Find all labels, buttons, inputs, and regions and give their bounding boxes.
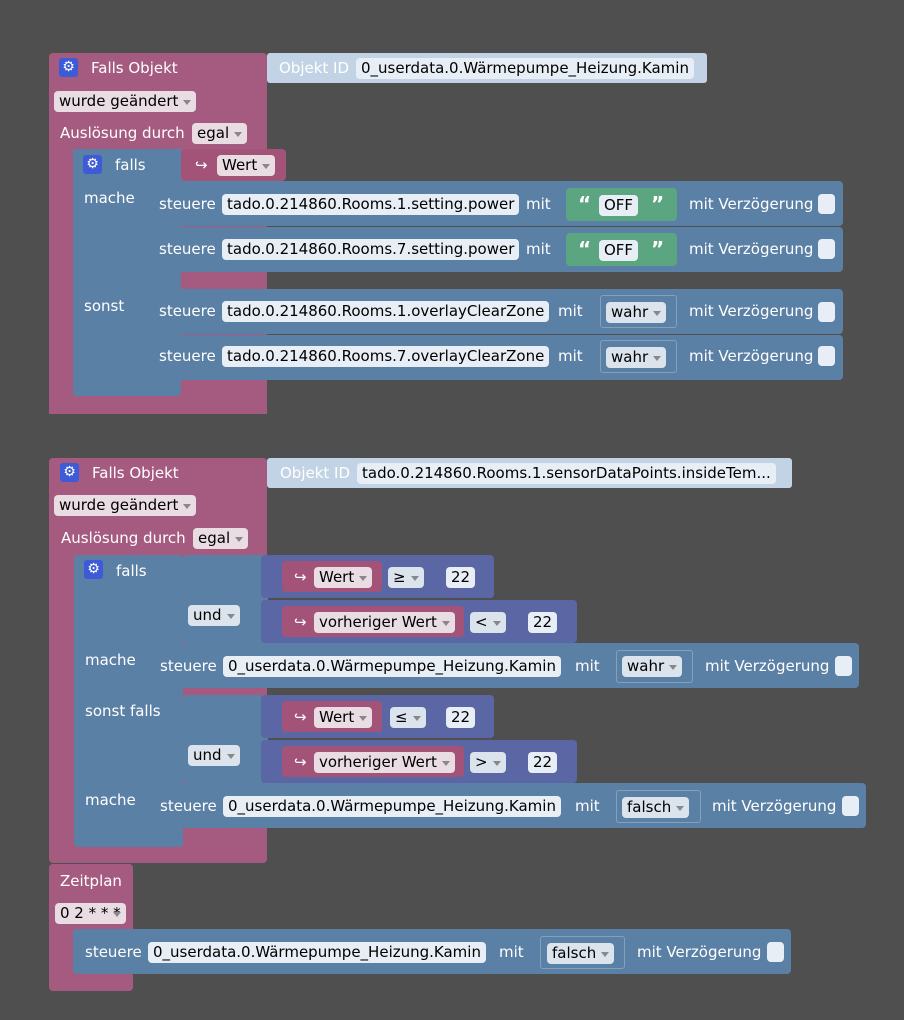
gear-icon[interactable]: ⚙ bbox=[83, 155, 102, 174]
operator-dropdown[interactable]: < bbox=[470, 612, 506, 633]
number-field[interactable]: 22 bbox=[446, 707, 476, 728]
return-arrow-icon: ↪ bbox=[294, 708, 307, 726]
delay-label: mit Verzögerung bbox=[637, 943, 762, 961]
object-id-field[interactable]: 0_userdata.0.Wärmepumpe_Heizung.Kamin bbox=[356, 58, 694, 79]
value-dropdown[interactable]: vorheriger Wert bbox=[314, 752, 455, 773]
close-quote-icon: ” bbox=[651, 192, 665, 216]
bool-dropdown[interactable]: wahr bbox=[622, 656, 683, 677]
else-label: sonst bbox=[84, 297, 125, 315]
operator-dropdown[interactable]: ≥ bbox=[388, 567, 424, 588]
control-label: steuere bbox=[160, 797, 217, 815]
number-field[interactable]: 22 bbox=[446, 567, 476, 588]
do-label: mache bbox=[85, 651, 136, 669]
schedule-title: Zeitplan bbox=[60, 872, 122, 890]
with-label: mit bbox=[575, 797, 600, 815]
return-arrow-icon: ↪ bbox=[195, 156, 208, 174]
delay-label: mit Verzögerung bbox=[705, 657, 830, 675]
trigger-dropdown[interactable]: wurde geändert bbox=[54, 91, 197, 112]
target-field[interactable]: tado.0.214860.Rooms.1.overlayClearZone bbox=[222, 301, 550, 322]
number-field[interactable]: 22 bbox=[528, 752, 558, 773]
ausloesung-label: Auslösung durch bbox=[61, 529, 186, 547]
cron-field[interactable]: 0 2 * * * bbox=[55, 903, 126, 924]
control-label: steuere bbox=[159, 302, 216, 320]
control-label: steuere bbox=[159, 195, 216, 213]
object-id-label: Objekt ID bbox=[280, 464, 351, 482]
and-dropdown[interactable]: und bbox=[188, 605, 240, 626]
operator-dropdown[interactable]: > bbox=[470, 752, 506, 773]
delay-label: mit Verzögerung bbox=[689, 302, 814, 320]
gear-icon[interactable]: ⚙ bbox=[84, 560, 103, 579]
with-label: mit bbox=[575, 657, 600, 675]
operator-dropdown[interactable]: ≤ bbox=[390, 707, 426, 728]
object-id-field[interactable]: tado.0.214860.Rooms.1.sensorDataPoints.i… bbox=[357, 463, 776, 484]
number-field[interactable]: 22 bbox=[528, 612, 558, 633]
if-label: falls bbox=[115, 156, 146, 174]
with-label: mit bbox=[558, 302, 583, 320]
control-label: steuere bbox=[159, 347, 216, 365]
delay-checkbox[interactable] bbox=[818, 346, 835, 366]
delay-label: mit Verzögerung bbox=[689, 195, 814, 213]
ausloesung-dropdown[interactable]: egal bbox=[193, 528, 249, 549]
delay-label: mit Verzögerung bbox=[689, 347, 814, 365]
value-dropdown[interactable]: Wert bbox=[217, 155, 276, 176]
return-arrow-icon: ↪ bbox=[294, 753, 307, 771]
control-label: steuere bbox=[159, 240, 216, 258]
return-arrow-icon: ↪ bbox=[294, 568, 307, 586]
object-id-label: Objekt ID bbox=[279, 59, 350, 77]
return-arrow-icon: ↪ bbox=[294, 613, 307, 631]
do-label: mache bbox=[85, 791, 136, 809]
ausloesung-dropdown[interactable]: egal bbox=[192, 123, 248, 144]
delay-checkbox[interactable] bbox=[818, 239, 835, 259]
target-field[interactable]: 0_userdata.0.Wärmepumpe_Heizung.Kamin bbox=[148, 942, 486, 963]
if-label: falls bbox=[116, 562, 147, 580]
logic-and-block[interactable] bbox=[183, 555, 268, 643]
bool-dropdown[interactable]: wahr bbox=[606, 347, 667, 368]
control-label: steuere bbox=[85, 943, 142, 961]
text-value[interactable]: OFF bbox=[599, 240, 639, 261]
do-label: mache bbox=[84, 189, 135, 207]
target-field[interactable]: tado.0.214860.Rooms.7.setting.power bbox=[222, 239, 520, 260]
text-value[interactable]: OFF bbox=[599, 195, 639, 216]
close-quote-icon: ” bbox=[651, 237, 665, 261]
bool-dropdown[interactable]: falsch bbox=[547, 943, 615, 964]
delay-label: mit Verzögerung bbox=[712, 797, 837, 815]
ausloesung-label: Auslösung durch bbox=[60, 124, 185, 142]
delay-label: mit Verzögerung bbox=[689, 240, 814, 258]
delay-checkbox[interactable] bbox=[818, 194, 835, 214]
delay-checkbox[interactable] bbox=[818, 302, 835, 322]
control-label: steuere bbox=[160, 657, 217, 675]
value-dropdown[interactable]: vorheriger Wert bbox=[314, 612, 455, 633]
bool-dropdown[interactable]: falsch bbox=[622, 797, 690, 818]
delay-checkbox[interactable] bbox=[842, 796, 859, 816]
value-dropdown[interactable]: Wert bbox=[314, 567, 373, 588]
trigger-title: Falls Objekt bbox=[92, 464, 179, 482]
elseif-label: sonst falls bbox=[85, 702, 161, 720]
delay-checkbox[interactable] bbox=[767, 942, 784, 962]
with-label: mit bbox=[526, 240, 551, 258]
open-quote-icon: “ bbox=[578, 192, 592, 216]
open-quote-icon: “ bbox=[578, 237, 592, 261]
target-field[interactable]: 0_userdata.0.Wärmepumpe_Heizung.Kamin bbox=[223, 796, 561, 817]
target-field[interactable]: 0_userdata.0.Wärmepumpe_Heizung.Kamin bbox=[223, 656, 561, 677]
bool-dropdown[interactable]: wahr bbox=[606, 302, 667, 323]
with-label: mit bbox=[526, 195, 551, 213]
delay-checkbox[interactable] bbox=[835, 656, 852, 676]
target-field[interactable]: tado.0.214860.Rooms.7.overlayClearZone bbox=[222, 346, 550, 367]
with-label: mit bbox=[499, 943, 524, 961]
value-dropdown[interactable]: Wert bbox=[314, 707, 373, 728]
gear-icon[interactable]: ⚙ bbox=[60, 463, 79, 482]
trigger-title: Falls Objekt bbox=[91, 59, 178, 77]
with-label: mit bbox=[558, 347, 583, 365]
and-dropdown[interactable]: und bbox=[188, 745, 240, 766]
trigger-dropdown[interactable]: wurde geändert bbox=[54, 495, 197, 516]
gear-icon[interactable]: ⚙ bbox=[59, 58, 78, 77]
target-field[interactable]: tado.0.214860.Rooms.1.setting.power bbox=[222, 194, 520, 215]
logic-and-block[interactable] bbox=[183, 695, 268, 783]
